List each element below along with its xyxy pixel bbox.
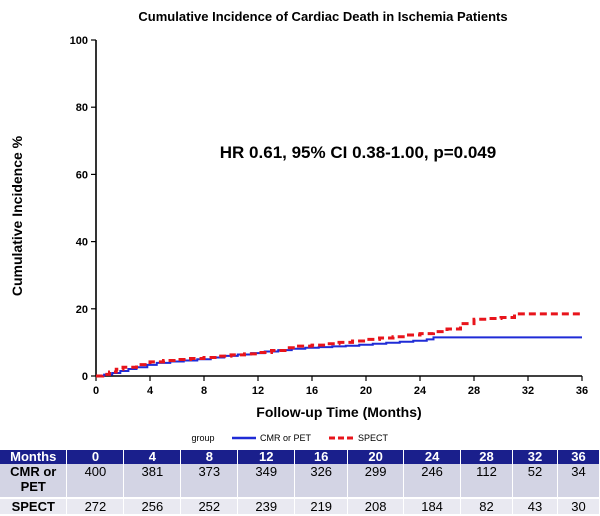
y-tick-label: 0 xyxy=(82,371,88,383)
risk-table-cell: 400 xyxy=(66,464,125,499)
risk-table-month: 32 xyxy=(512,450,558,464)
risk-table-cell: 30 xyxy=(557,498,600,516)
risk-table-cell: 208 xyxy=(347,498,405,516)
risk-table-cell: 349 xyxy=(237,464,296,499)
risk-table-cell: 43 xyxy=(512,498,558,516)
series-line-spect xyxy=(96,312,582,378)
x-tick-label: 32 xyxy=(522,385,534,397)
risk-table-month: 16 xyxy=(294,450,349,464)
x-tick-label: 0 xyxy=(93,385,99,397)
y-tick-label: 40 xyxy=(76,237,88,249)
risk-table-row-label: SPECT xyxy=(0,498,68,516)
risk-table-month: 20 xyxy=(347,450,405,464)
axes: 0 20 40 60 80 100 0 4 8 12 16 20 24 28 32 36 xyxy=(70,35,588,397)
risk-table-cell: 112 xyxy=(460,464,513,499)
risk-table-row-cmr-pet: CMR or PET 400 381 373 349 326 299 246 1… xyxy=(0,464,600,499)
risk-table: Months 0 4 8 12 16 20 24 28 32 36 CMR or… xyxy=(0,450,600,516)
risk-table-cell: 184 xyxy=(403,498,462,516)
risk-table-cell: 239 xyxy=(237,498,296,516)
risk-table-row-spect: SPECT 272 256 252 239 219 208 184 82 43 … xyxy=(0,498,600,516)
risk-table-cell: 299 xyxy=(347,464,405,499)
risk-table-cell: 381 xyxy=(123,464,182,499)
risk-table-header-row: Months 0 4 8 12 16 20 24 28 32 36 xyxy=(0,450,600,464)
risk-table-cell: 373 xyxy=(180,464,239,499)
x-axis-label: Follow-up Time (Months) xyxy=(256,404,421,420)
risk-table-month: 12 xyxy=(237,450,296,464)
legend: group CMR or PET SPECT xyxy=(191,433,388,443)
risk-table-row-label: CMR or PET xyxy=(0,464,68,499)
x-tick-label: 8 xyxy=(201,385,207,397)
y-tick-label: 80 xyxy=(76,102,88,114)
risk-table-cell: 82 xyxy=(460,498,513,516)
series-layer xyxy=(96,312,582,378)
legend-label-cmr-pet: CMR or PET xyxy=(260,433,312,443)
risk-table-cell: 256 xyxy=(123,498,182,516)
hazard-ratio-annotation: HR 0.61, 95% CI 0.38-1.00, p=0.049 xyxy=(220,143,496,162)
risk-table-cell: 246 xyxy=(403,464,462,499)
risk-table-month: 4 xyxy=(123,450,182,464)
risk-table-month: 36 xyxy=(557,450,600,464)
risk-table-month: 8 xyxy=(180,450,239,464)
risk-table-cell: 34 xyxy=(557,464,600,499)
risk-table-cell: 272 xyxy=(66,498,125,516)
y-tick-label: 60 xyxy=(76,169,88,181)
x-tick-label: 16 xyxy=(306,385,318,397)
x-tick-label: 36 xyxy=(576,385,588,397)
x-tick-label: 24 xyxy=(414,385,427,397)
y-tick-label: 20 xyxy=(76,304,88,316)
y-tick-label: 100 xyxy=(70,35,88,47)
x-tick-label: 28 xyxy=(468,385,480,397)
y-axis-label: Cumulative Incidence % xyxy=(9,135,25,296)
risk-table-month: 24 xyxy=(403,450,462,464)
chart-title: Cumulative Incidence of Cardiac Death in… xyxy=(138,9,507,24)
legend-title: group xyxy=(191,433,214,443)
chart-area: Cumulative Incidence of Cardiac Death in… xyxy=(9,9,588,443)
risk-table-month: 28 xyxy=(460,450,513,464)
x-tick-label: 20 xyxy=(360,385,372,397)
risk-table-cell: 252 xyxy=(180,498,239,516)
risk-table-header-label: Months xyxy=(0,450,68,464)
risk-table-cell: 52 xyxy=(512,464,558,499)
risk-table-cell: 326 xyxy=(294,464,349,499)
x-tick-label: 4 xyxy=(147,385,154,397)
risk-table-month: 0 xyxy=(66,450,125,464)
x-tick-label: 12 xyxy=(252,385,264,397)
risk-table-cell: 219 xyxy=(294,498,349,516)
legend-label-spect: SPECT xyxy=(358,433,389,443)
